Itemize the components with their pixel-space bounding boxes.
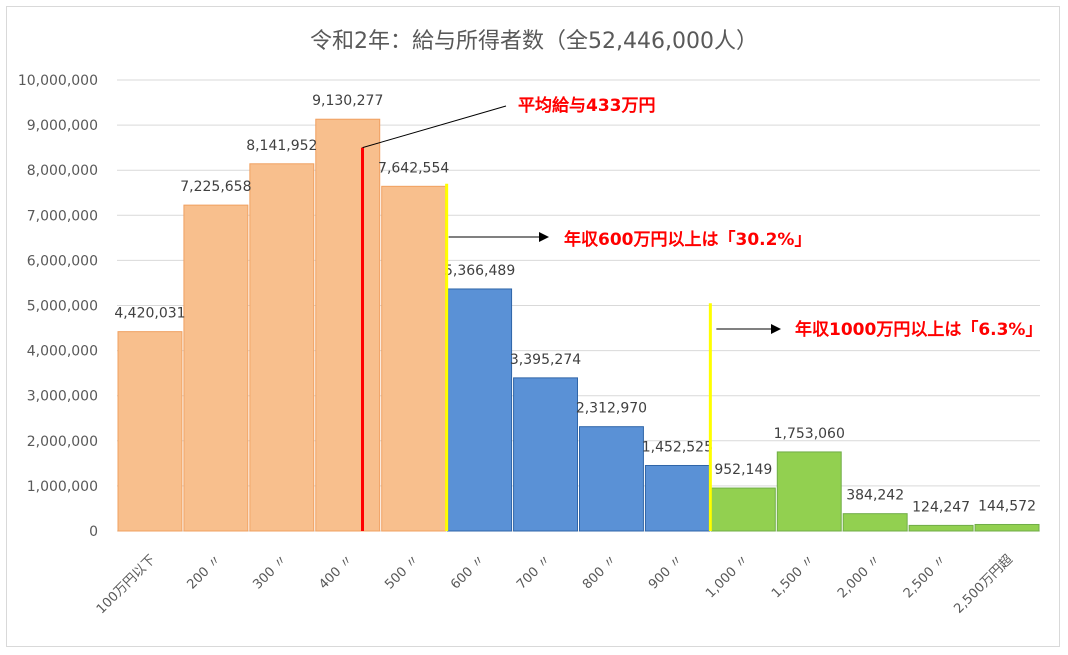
annotation-600-plus: 年収600万円以上は「30.2%」 [564,229,811,250]
data-label: 4,420,031 [114,306,185,322]
average-salary-leader-line [362,105,507,149]
chart-frame [6,6,1060,647]
bar [249,163,315,532]
bar [381,185,447,532]
chart-title: 令和2年：給与所得者数（全52,446,000人） [310,29,758,54]
y-tick-label: 9,000,000 [27,118,98,134]
data-label: 8,141,952 [246,138,317,154]
data-label: 1,452,525 [642,439,713,455]
x-tick-label: 100万円以下 [94,552,159,617]
bar [776,451,842,532]
x-tick-label: 2,500万円超 [951,552,1016,617]
annotation-markers [361,105,781,531]
data-label: 144,572 [978,498,1036,514]
y-tick-label: 8,000,000 [27,163,98,179]
data-label: 3,395,274 [510,352,581,368]
y-tick-label: 1,000,000 [27,479,98,495]
bar [710,487,776,532]
x-tick-label: 400 〃 [316,552,356,592]
x-tick-label: 1,500 〃 [769,552,818,601]
data-label: 1,753,060 [774,426,845,442]
x-tick-label: 2,500 〃 [901,552,950,601]
y-tick-label: 3,000,000 [27,389,98,405]
x-tick-label: 600 〃 [448,552,488,592]
bar [513,377,578,532]
data-label: 2,312,970 [576,401,647,417]
data-labels: 4,420,031 7,225,658 8,141,952 9,130,277 7,64… [114,93,1036,515]
data-label: 952,149 [714,462,772,478]
y-tick-label: 10,000,000 [18,73,98,89]
bars [117,118,1040,532]
y-tick-label: 5,000,000 [27,299,98,315]
y-tick-label: 2,000,000 [27,434,98,450]
bar [315,118,381,532]
x-tick-label: 300 〃 [250,552,290,592]
x-tick-label: 900 〃 [646,552,686,592]
y-tick-label: 0 [89,524,98,540]
x-tick-label: 2,000 〃 [835,552,884,601]
data-label: 7,225,658 [180,179,251,195]
bar [117,331,183,532]
bar [579,426,644,532]
data-label: 5,366,489 [444,263,515,279]
data-label: 9,130,277 [312,93,383,109]
x-axis-ticks: 100万円以下 200 〃 300 〃 400 〃 500 〃 600 〃 700 〃 800… [94,552,1016,617]
annotation-average-salary: 平均給与433万円 [518,95,656,116]
x-tick-label: 200 〃 [184,552,224,592]
data-label: 384,242 [846,488,904,504]
annotation-1000-plus: 年収1000万円以上は「6.3%」 [795,319,1042,340]
x-tick-label: 1,000 〃 [703,552,752,601]
bar [842,513,908,532]
bar [183,204,249,532]
bar [447,288,513,532]
data-label: 7,642,554 [378,160,449,176]
y-tick-label: 6,000,000 [27,253,98,269]
y-tick-label: 4,000,000 [27,344,98,360]
data-label: 124,247 [912,499,970,515]
y-axis-ticks: 0 1,000,000 2,000,000 3,000,000 4,000,000 5,0… [18,73,98,540]
x-tick-label: 800 〃 [580,552,620,592]
bar [644,464,710,532]
bar [974,523,1040,532]
bar [908,524,974,532]
x-tick-label: 700 〃 [514,552,554,592]
y-tick-label: 7,000,000 [27,208,98,224]
x-tick-label: 500 〃 [382,552,422,592]
